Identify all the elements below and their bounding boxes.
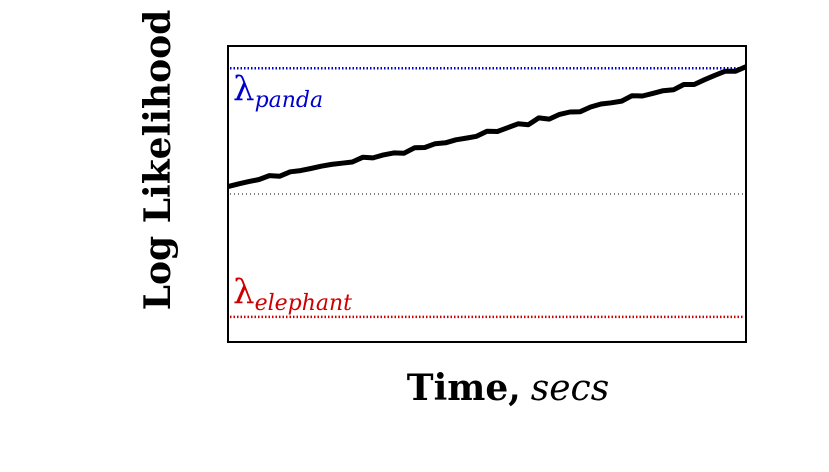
x-axis-label: Time, secs [407,367,609,409]
y-axis-label: Log Likelihood [137,10,179,311]
elephant-threshold-label: λelephant [233,272,352,316]
threshold-lines [230,66,744,319]
log-likelihood-series-line [227,64,747,190]
panda-threshold-label: λpanda [233,69,323,113]
plot-frame [227,45,747,343]
